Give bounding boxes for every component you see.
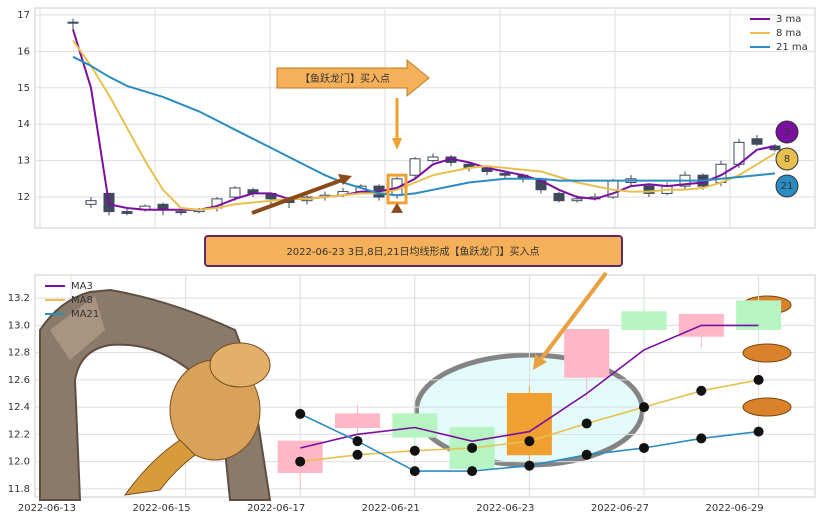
y-tick-label: 13 bbox=[17, 156, 30, 167]
end-badge-label: 21 bbox=[781, 181, 794, 192]
annotation-arrow-box bbox=[276, 58, 430, 98]
ma-marker bbox=[295, 408, 306, 419]
candle-body bbox=[85, 200, 97, 205]
candle-body bbox=[121, 211, 133, 214]
ma-marker bbox=[467, 442, 478, 453]
ma-marker bbox=[581, 449, 592, 460]
dog-head bbox=[209, 342, 271, 388]
candle-body bbox=[229, 187, 241, 198]
legend-label: MA8 bbox=[71, 295, 93, 306]
x-tick-label: 2022-06-21 bbox=[362, 503, 420, 514]
y-tick-label: 13.0 bbox=[8, 320, 30, 331]
up-triangle bbox=[391, 202, 403, 213]
candle-body bbox=[335, 413, 380, 429]
end-badge-label: 8 bbox=[784, 154, 790, 165]
ma-marker bbox=[696, 385, 707, 396]
ma-marker bbox=[524, 460, 535, 471]
ma-marker bbox=[352, 436, 363, 447]
y-tick-label: 12.0 bbox=[8, 457, 30, 468]
end-badge bbox=[775, 120, 799, 144]
ma-marker bbox=[639, 402, 649, 413]
x-tick-label: 2022-06-29 bbox=[705, 503, 763, 514]
y-tick-label: 17 bbox=[17, 10, 30, 21]
highlight-box bbox=[386, 173, 408, 205]
y-tick-label: 12.6 bbox=[8, 375, 30, 386]
gate bbox=[39, 288, 272, 501]
legend-label: 21 ma bbox=[776, 42, 808, 53]
end-badge-label: 3 bbox=[784, 127, 790, 138]
pointer-arrow-head bbox=[533, 354, 547, 370]
y-tick-label: 12.8 bbox=[8, 348, 30, 359]
ma-marker bbox=[696, 433, 707, 444]
y-tick-label: 14 bbox=[17, 119, 30, 130]
down-arrow-head bbox=[392, 138, 402, 150]
candle-body bbox=[564, 328, 610, 378]
ma-marker bbox=[352, 449, 363, 460]
candle-body bbox=[175, 211, 187, 214]
legend-label: 3 ma bbox=[776, 14, 801, 25]
ma-marker bbox=[581, 418, 592, 429]
y-tick-label: 15 bbox=[17, 83, 30, 94]
dog-tail bbox=[123, 439, 196, 496]
gate-carving bbox=[50, 296, 105, 360]
candle-body bbox=[553, 192, 565, 202]
legend-label: MA21 bbox=[71, 309, 99, 320]
end-badge bbox=[775, 147, 799, 171]
ma-marker bbox=[753, 426, 764, 437]
ma-line bbox=[72, 55, 776, 197]
y-tick-label: 12.2 bbox=[8, 429, 30, 440]
end-badge bbox=[775, 174, 799, 198]
y-tick-label: 13.2 bbox=[8, 293, 30, 304]
ma-marker bbox=[639, 442, 649, 453]
candle-body bbox=[67, 21, 79, 24]
x-tick-label: 2022-06-17 bbox=[247, 503, 305, 514]
candle-body bbox=[499, 172, 511, 176]
candle-body bbox=[277, 440, 323, 473]
ma-marker bbox=[753, 374, 764, 385]
ma-marker bbox=[295, 456, 306, 467]
y-tick-label: 12.4 bbox=[8, 402, 30, 413]
legend-label: 8 ma bbox=[776, 28, 801, 39]
trend-arrow-head bbox=[338, 174, 352, 185]
candle-body bbox=[409, 158, 421, 176]
x-tick-label: 2022-06-15 bbox=[132, 503, 190, 514]
candle-body bbox=[392, 413, 438, 438]
candle-body bbox=[427, 156, 439, 162]
x-tick-label: 2022-06-23 bbox=[476, 503, 534, 514]
ma-marker bbox=[524, 436, 535, 447]
candle-body bbox=[571, 198, 583, 202]
title-banner bbox=[204, 235, 623, 267]
ma-marker bbox=[409, 466, 420, 477]
ma-line bbox=[72, 39, 776, 211]
trend-arrow bbox=[251, 178, 343, 215]
ma-line bbox=[300, 324, 759, 449]
chart-title: 2022-06-23 3日,8日,21日均线形成【鱼跃龙门】买入点 bbox=[286, 245, 539, 258]
pointer-arrow bbox=[540, 271, 608, 360]
y-tick-label: 11.8 bbox=[8, 484, 30, 495]
annotation: 【鱼跃龙门】买入点 bbox=[300, 72, 390, 85]
candle-body bbox=[751, 138, 763, 145]
y-tick-label: 16 bbox=[17, 46, 30, 57]
ma-marker bbox=[467, 466, 478, 477]
ma-marker bbox=[409, 445, 420, 456]
fish bbox=[742, 397, 792, 417]
candle-body bbox=[643, 185, 655, 194]
y-tick-label: 12 bbox=[17, 192, 30, 203]
top-plot-area bbox=[34, 7, 816, 229]
fish bbox=[742, 343, 792, 363]
x-tick-label: 2022-06-13 bbox=[18, 503, 76, 514]
candle-body bbox=[621, 311, 667, 330]
legend-label: MA3 bbox=[71, 281, 93, 292]
x-tick-label: 2022-06-27 bbox=[591, 503, 649, 514]
